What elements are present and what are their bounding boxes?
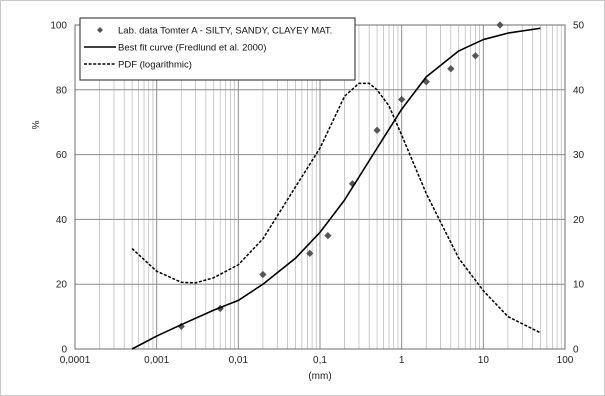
lab-data-marker xyxy=(259,270,267,279)
legend-box xyxy=(79,17,356,81)
series-layer xyxy=(131,21,541,350)
best-fit-curve-line xyxy=(131,27,541,350)
x-tick-label: 0,0001 xyxy=(60,355,91,366)
y-right-tick-label: 40 xyxy=(573,85,585,96)
y-left-tick-label: 20 xyxy=(56,280,68,291)
y-right-tick-label: 20 xyxy=(573,215,585,226)
x-axis-title: (mm) xyxy=(308,371,331,382)
axes: 0,0001 0,001 0,01 0,1 1 10 1000204060801000102… xyxy=(29,21,585,383)
y-right-tick-label: 10 xyxy=(573,280,585,291)
y-right-tick-label: 30 xyxy=(573,150,585,161)
lab-data-marker xyxy=(373,126,381,134)
legend: Lab. data Tomter A - SILTY, SANDY, CLAYE… xyxy=(79,17,356,81)
y-left-tick-label: 60 xyxy=(56,150,68,161)
lab-data-marker xyxy=(447,65,455,73)
x-tick-label: 10 xyxy=(478,355,490,366)
x-tick-label: 1 xyxy=(399,355,405,366)
lab-data-marker xyxy=(471,52,480,60)
lab-data-marker xyxy=(496,21,504,29)
x-tick-label: 0,001 xyxy=(144,355,169,366)
x-tick-label: 0,1 xyxy=(313,355,327,366)
lab-data-marker xyxy=(398,95,406,104)
y-left-tick-label: 40 xyxy=(56,215,68,226)
legend-label: PDF (logarithmic) xyxy=(118,60,192,71)
y-left-tick-label: 0 xyxy=(61,345,67,356)
y-left-tick-label: 80 xyxy=(56,85,68,96)
y-left-axis-title: % xyxy=(29,121,40,130)
legend-label: Best fit curve (Fredlund et al. 2000) xyxy=(118,43,266,54)
y-left-tick-label: 100 xyxy=(50,21,67,32)
lab-data-marker xyxy=(324,231,332,240)
y-right-tick-label: 0 xyxy=(573,345,579,356)
x-tick-label: 0,01 xyxy=(229,355,249,366)
y-right-tick-label: 50 xyxy=(573,21,585,32)
legend-label: Lab. data Tomter A - SILTY, SANDY, CLAYE… xyxy=(118,26,332,37)
pdf-curve-line xyxy=(131,82,541,334)
x-tick-label: 100 xyxy=(557,355,574,366)
lab-data-marker xyxy=(306,249,314,258)
legend-marker-lab-data xyxy=(97,27,103,33)
